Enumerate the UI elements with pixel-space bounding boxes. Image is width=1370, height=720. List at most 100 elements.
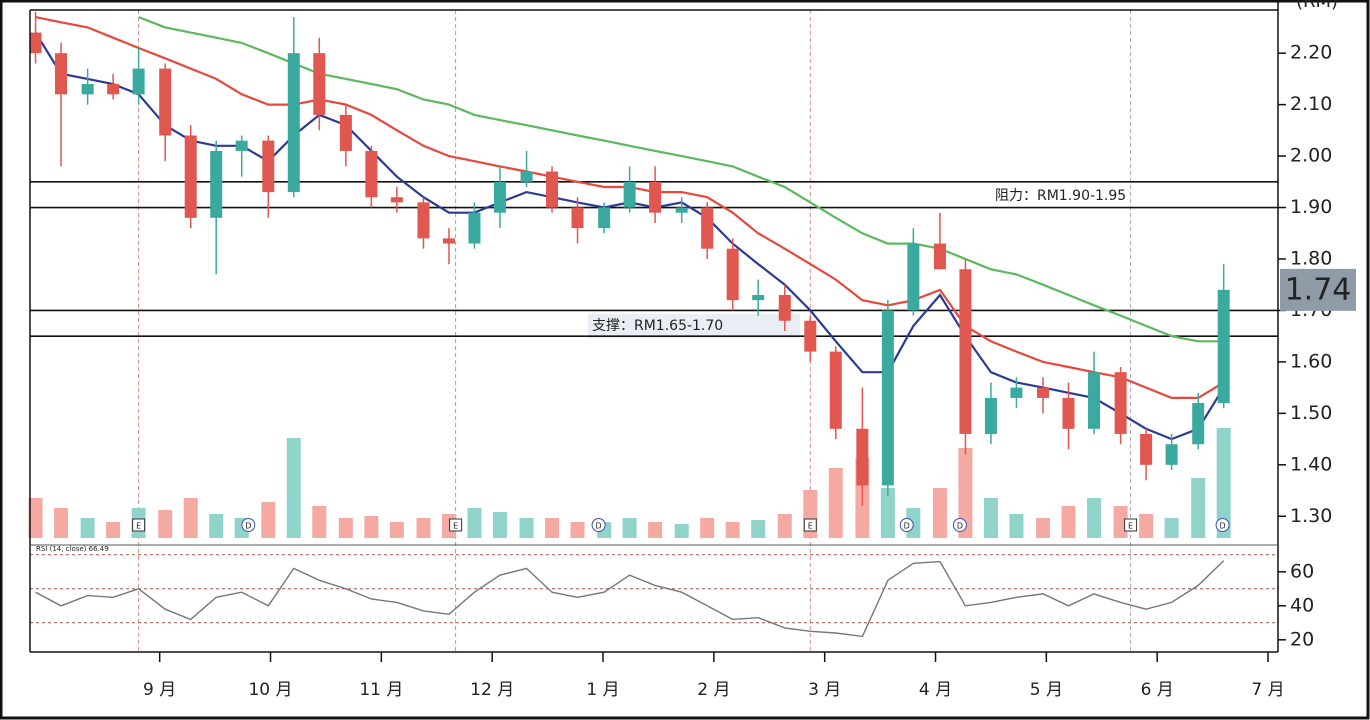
candle-body — [1088, 372, 1101, 429]
candle-body — [210, 150, 223, 218]
y-tick-label: 1.80 — [1290, 247, 1332, 269]
event-label: E — [453, 522, 458, 531]
volume-bar — [1036, 518, 1051, 538]
event-marker — [1124, 518, 1138, 532]
volume-bar — [1139, 514, 1154, 538]
candle-body — [493, 181, 506, 213]
volume-bar — [958, 448, 973, 538]
candle-body — [726, 248, 739, 301]
volume-bar — [1191, 478, 1206, 538]
candle-body — [829, 351, 842, 429]
candle-body — [1140, 433, 1153, 465]
volume-bar — [312, 506, 327, 538]
candle-body — [287, 53, 300, 193]
candle-body — [856, 428, 869, 486]
volume-bar — [777, 514, 792, 538]
event-marker — [803, 518, 817, 532]
x-tick-label: 6 月 — [1141, 680, 1174, 700]
event-label: D — [957, 522, 963, 531]
event-marker — [132, 518, 146, 532]
volume-bar — [183, 498, 198, 538]
candle-body — [184, 135, 197, 218]
volume-bar — [880, 488, 895, 538]
candle-body — [390, 197, 403, 203]
candle-body — [778, 295, 791, 321]
x-tick-label: 4 月 — [919, 680, 952, 700]
volume-bar — [828, 468, 843, 538]
volume-bar — [338, 518, 353, 538]
candle-body — [365, 150, 378, 198]
x-tick-label: 1 月 — [586, 680, 619, 700]
candle-body — [55, 53, 68, 95]
candle-body — [417, 202, 430, 239]
y-tick-label: 1.40 — [1290, 453, 1332, 475]
volume-bar — [54, 508, 69, 538]
candle-body — [339, 114, 352, 151]
volume-bar — [467, 508, 482, 538]
volume-bar — [622, 518, 637, 538]
volume-bar — [158, 510, 173, 538]
event-label: D — [245, 522, 251, 531]
volume-bar — [1216, 428, 1231, 538]
volume-bar — [364, 516, 379, 538]
y-axis-unit: (RM) — [1296, 0, 1338, 12]
candle-body — [442, 238, 455, 244]
volume-bar — [492, 512, 507, 538]
volume-bar — [700, 518, 715, 538]
event-marker — [591, 518, 606, 532]
candle-body — [598, 207, 611, 229]
volume-bar — [80, 518, 95, 538]
annotation-box — [588, 314, 800, 338]
y-tick-label: 1.90 — [1290, 196, 1332, 218]
candle-body — [520, 171, 533, 182]
candle-body — [235, 140, 248, 151]
candle-body — [29, 32, 42, 54]
candle-body — [1114, 372, 1127, 434]
event-label: E — [136, 522, 141, 531]
candle-body — [1062, 397, 1075, 429]
rsi-legend: RSI (14, close) 66.49 — [36, 545, 109, 553]
event-label: D — [1219, 522, 1225, 531]
candle-body — [907, 243, 920, 311]
y-tick-label: 1.30 — [1290, 505, 1332, 527]
candle-body — [313, 53, 326, 115]
event-marker — [1215, 518, 1230, 532]
candle-body — [546, 171, 559, 208]
candle-body — [1165, 444, 1178, 465]
x-tick-label: 3 月 — [808, 680, 841, 700]
candle-body — [468, 212, 481, 244]
volume-bar — [416, 518, 431, 538]
x-tick-label: 9 月 — [143, 680, 176, 700]
candle-body — [1192, 403, 1205, 445]
event-label: D — [904, 522, 910, 531]
x-tick-label: 7 月 — [1251, 680, 1284, 700]
x-tick-label: 5 月 — [1030, 680, 1063, 700]
volume-bar — [545, 518, 560, 538]
candle-body — [649, 181, 662, 213]
candle-body — [933, 243, 946, 270]
volume-bar — [983, 498, 998, 538]
volume-bar — [261, 502, 276, 538]
candle-body — [701, 207, 714, 249]
candle-body — [1037, 387, 1050, 398]
event-marker — [952, 518, 967, 532]
y-tick-label: 60 — [1290, 560, 1314, 582]
y-tick-label: 40 — [1290, 594, 1314, 616]
volume-bar — [106, 522, 121, 538]
candle-body — [571, 207, 584, 229]
volume-bar — [389, 522, 404, 538]
candle-body — [959, 269, 972, 434]
event-label: E — [1128, 522, 1133, 531]
volume-bar — [932, 488, 947, 538]
volume-bar — [1009, 514, 1024, 538]
volume-bar — [519, 518, 534, 538]
y-tick-label: 2.20 — [1290, 42, 1332, 64]
volume-bar — [648, 522, 663, 538]
y-tick-label: 20 — [1290, 628, 1314, 650]
volume-bar — [1164, 518, 1179, 538]
last-price-label: 1.74 — [1285, 272, 1352, 307]
candle-body — [132, 68, 145, 95]
candle-body — [262, 140, 275, 193]
